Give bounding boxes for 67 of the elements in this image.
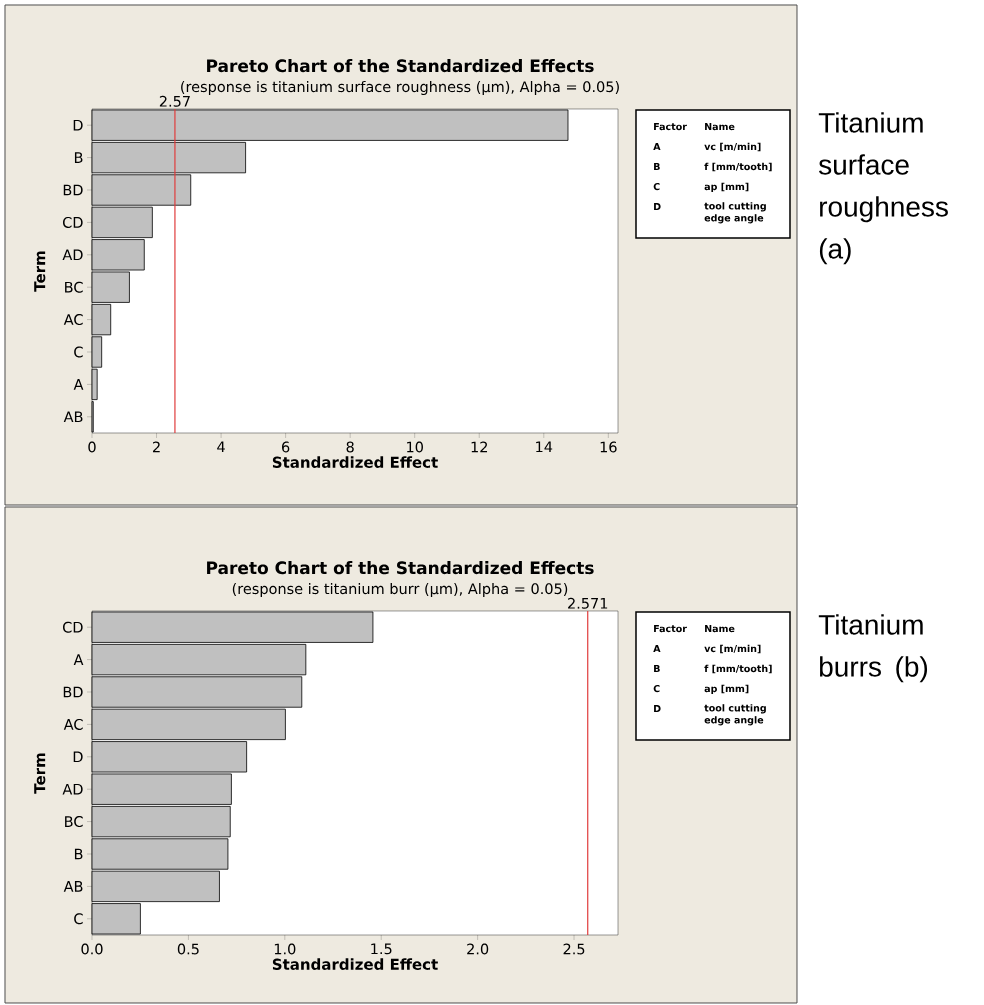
text: Factor xyxy=(654,625,687,633)
text: vc [m/min] xyxy=(704,644,761,654)
text: tool cutting edge angle xyxy=(704,202,766,224)
text: f [mm/tooth] xyxy=(704,664,772,674)
x-tick-label: 1.5 xyxy=(371,943,392,955)
text: ap [mm] xyxy=(704,684,749,694)
y-tick-label: CD xyxy=(63,621,83,633)
ref-line-label: 2.571 xyxy=(568,597,608,609)
x-tick-label: 10 xyxy=(407,441,423,453)
y-tick-label: AC xyxy=(63,718,83,730)
y-axis-title: Term xyxy=(34,753,46,794)
text: tool cutting edge angle xyxy=(704,704,766,726)
y-tick-label: AC xyxy=(63,314,83,326)
y-tick-label: BC xyxy=(65,816,83,828)
text: C xyxy=(653,684,660,693)
y-tick-label: AB xyxy=(63,411,83,423)
text: B xyxy=(654,163,660,170)
text: vc [m/min] xyxy=(704,142,761,152)
y-tick-label: A xyxy=(73,379,84,390)
chart-title: Pareto Chart of the Standardized Effects xyxy=(207,59,594,73)
x-tick-label: 2.0 xyxy=(467,943,489,955)
y-tick-label: A xyxy=(73,654,84,665)
x-tick-label: 12 xyxy=(471,441,488,453)
y-tick-label: CD xyxy=(63,216,83,228)
x-tick-label: 2 xyxy=(152,441,160,453)
y-tick-label: AB xyxy=(63,881,83,892)
text: D xyxy=(654,705,661,712)
x-tick-label: 16 xyxy=(600,441,617,453)
y-tick-label: C xyxy=(74,346,83,358)
x-tick-label: 14 xyxy=(536,441,553,453)
x-tick-label: 1.0 xyxy=(274,943,296,955)
ref-line-label: 2.57 xyxy=(159,95,190,107)
text: Titanium surface roughness (a) xyxy=(818,112,948,265)
text: D xyxy=(654,203,661,210)
text: f [mm/tooth] xyxy=(704,162,772,172)
x-tick-label: 0.0 xyxy=(81,943,103,955)
x-tick-label: 0 xyxy=(88,441,96,453)
chart-subtitle: (response is titanium surface roughness (µm), Alpha = 0.05) xyxy=(181,80,619,96)
y-tick-label: C xyxy=(74,913,83,925)
y-tick-label: BC xyxy=(65,281,83,293)
text: A xyxy=(653,143,661,150)
text: B xyxy=(654,665,660,672)
text: C xyxy=(653,182,660,191)
x-tick-label: 8 xyxy=(346,441,354,453)
y-tick-label: D xyxy=(73,119,83,131)
y-tick-label: B xyxy=(74,848,83,860)
y-tick-label: AD xyxy=(62,249,83,261)
text: Titanium burrs (b) xyxy=(818,614,928,683)
y-axis-title: Term xyxy=(34,251,46,292)
text: Name xyxy=(705,123,735,131)
chart-subtitle: (response is titanium burr (µm), Alpha = 0.05) xyxy=(232,582,568,598)
text: Name xyxy=(705,625,735,633)
y-tick-label: BD xyxy=(63,686,83,698)
text: A xyxy=(653,645,661,652)
x-axis-title: Standardized Effect xyxy=(272,958,438,970)
x-axis-title: Standardized Effect xyxy=(272,456,438,468)
x-tick-label: 6 xyxy=(282,441,290,453)
text: Factor xyxy=(654,123,687,131)
y-tick-label: B xyxy=(74,152,83,163)
x-tick-label: 2.5 xyxy=(563,943,585,955)
y-tick-label: BD xyxy=(63,184,83,196)
y-tick-label: AD xyxy=(62,783,83,795)
x-tick-label: 0.5 xyxy=(177,943,199,955)
text: ap [mm] xyxy=(704,182,749,192)
y-tick-label: D xyxy=(73,751,83,763)
x-tick-label: 4 xyxy=(217,441,225,453)
chart-title: Pareto Chart of the Standardized Effects xyxy=(207,561,594,575)
